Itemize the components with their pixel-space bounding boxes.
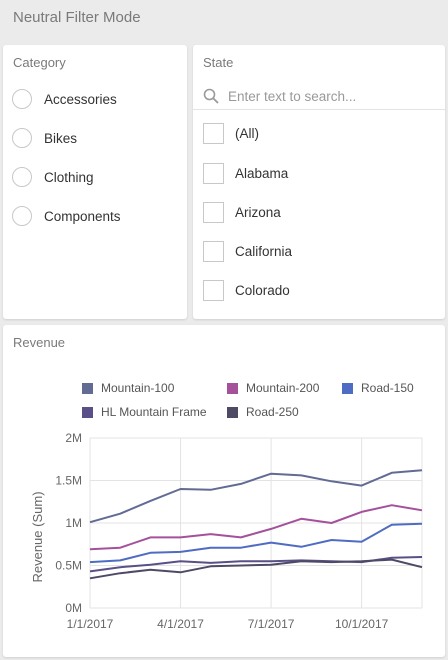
radio-button[interactable] — [12, 167, 32, 187]
state-option-all[interactable]: (All) — [203, 121, 259, 145]
revenue-line-chart: 0M 0.5M 1M 1.5M 2M 1/1/2017 4/1/2017 7/1/2017 10… — [30, 431, 423, 631]
legend-swatch — [227, 406, 238, 418]
legend-item-road-150[interactable]: Road-150 — [342, 381, 414, 395]
y-tick-label: 0M — [65, 601, 82, 615]
state-slicer: State (All) Alabama Arizona California C… — [193, 45, 445, 319]
series-line-mountain-100[interactable] — [89, 469, 423, 524]
state-option-arizona[interactable]: Arizona — [203, 200, 281, 224]
checkbox[interactable] — [203, 122, 224, 144]
page-title: Neutral Filter Mode — [13, 9, 141, 26]
x-tick-label: 4/1/2017 — [157, 617, 204, 631]
y-tick-label: 1.5M — [55, 474, 82, 488]
category-option-label: Bikes — [44, 130, 78, 146]
category-option-clothing[interactable]: Clothing — [12, 165, 94, 189]
y-axis-title: Revenue (Sum) — [30, 491, 45, 582]
legend-swatch — [82, 406, 93, 418]
checkbox[interactable] — [203, 279, 224, 301]
state-option-label: Arizona — [235, 204, 281, 220]
legend-item-hl-mountain-frame[interactable]: HL Mountain Frame — [82, 405, 207, 419]
revenue-chart-panel: Revenue Mountain-100 Mountain-200 Road-1… — [3, 325, 445, 657]
state-option-label: (All) — [235, 125, 259, 141]
state-search-bar — [193, 83, 445, 110]
checkbox[interactable] — [203, 240, 224, 262]
legend-swatch — [342, 382, 353, 394]
state-option-california[interactable]: California — [203, 239, 292, 263]
category-option-label: Accessories — [44, 91, 117, 107]
state-option-label: Colorado — [235, 282, 290, 298]
series-line-road-250[interactable] — [89, 558, 423, 580]
legend-label: Road-250 — [246, 405, 299, 419]
category-header: Category — [13, 55, 66, 70]
legend-swatch — [227, 382, 238, 394]
search-icon — [203, 88, 219, 104]
y-tick-label: 0.5M — [55, 559, 82, 573]
state-option-label: California — [235, 243, 293, 259]
x-tick-label: 10/1/2017 — [335, 617, 389, 631]
legend-label: HL Mountain Frame — [101, 405, 207, 419]
series-line-mountain-200[interactable] — [89, 504, 423, 551]
y-tick-label: 2M — [65, 431, 82, 445]
legend-label: Mountain-100 — [101, 381, 175, 395]
x-tick-label: 7/1/2017 — [248, 617, 295, 631]
legend-item-mountain-100[interactable]: Mountain-100 — [82, 381, 174, 395]
checkbox[interactable] — [203, 162, 224, 184]
state-option-colorado[interactable]: Colorado — [203, 278, 290, 302]
legend-swatch — [82, 382, 93, 394]
legend-label: Road-150 — [361, 381, 414, 395]
revenue-header: Revenue — [13, 335, 66, 350]
radio-button[interactable] — [12, 89, 32, 109]
category-option-components[interactable]: Components — [12, 204, 121, 228]
category-slicer: Category Accessories Bikes Clothing Comp… — [3, 45, 187, 319]
radio-button[interactable] — [12, 206, 32, 226]
category-option-accessories[interactable]: Accessories — [12, 87, 117, 111]
x-tick-label: 1/1/2017 — [67, 617, 114, 631]
legend-label: Mountain-200 — [246, 381, 320, 395]
category-option-label: Components — [44, 208, 121, 224]
category-option-label: Clothing — [44, 169, 94, 185]
radio-button[interactable] — [12, 128, 32, 148]
checkbox[interactable] — [203, 201, 224, 223]
legend-item-mountain-200[interactable]: Mountain-200 — [227, 381, 319, 395]
legend-item-road-250[interactable]: Road-250 — [227, 405, 299, 419]
state-option-label: Alabama — [235, 165, 289, 181]
state-header: State — [203, 55, 234, 70]
y-tick-label: 1M — [65, 516, 82, 530]
category-option-bikes[interactable]: Bikes — [12, 126, 77, 150]
state-search-input[interactable] — [228, 88, 428, 104]
state-option-alabama[interactable]: Alabama — [203, 161, 288, 185]
series-line-road-150[interactable] — [89, 522, 423, 564]
